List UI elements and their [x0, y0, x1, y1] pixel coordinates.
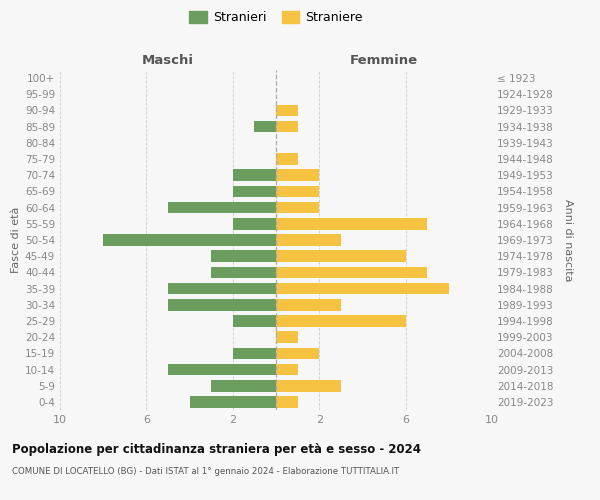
- Bar: [276, 396, 298, 407]
- Text: Popolazione per cittadinanza straniera per età e sesso - 2024: Popolazione per cittadinanza straniera p…: [12, 442, 421, 456]
- Bar: [233, 348, 276, 359]
- Bar: [254, 121, 276, 132]
- Bar: [276, 364, 298, 376]
- Bar: [233, 186, 276, 198]
- Bar: [276, 218, 427, 230]
- Bar: [168, 364, 276, 376]
- Bar: [211, 250, 276, 262]
- Bar: [233, 315, 276, 327]
- Bar: [276, 153, 298, 165]
- Bar: [276, 186, 319, 198]
- Y-axis label: Fasce di età: Fasce di età: [11, 207, 21, 273]
- Bar: [211, 266, 276, 278]
- Bar: [276, 234, 341, 246]
- Bar: [168, 282, 276, 294]
- Bar: [211, 380, 276, 392]
- Bar: [276, 332, 298, 343]
- Bar: [276, 121, 298, 132]
- Bar: [233, 218, 276, 230]
- Bar: [168, 299, 276, 310]
- Bar: [276, 299, 341, 310]
- Text: Femmine: Femmine: [350, 54, 418, 67]
- Text: COMUNE DI LOCATELLO (BG) - Dati ISTAT al 1° gennaio 2024 - Elaborazione TUTTITAL: COMUNE DI LOCATELLO (BG) - Dati ISTAT al…: [12, 468, 399, 476]
- Bar: [276, 170, 319, 181]
- Bar: [190, 396, 276, 407]
- Bar: [276, 266, 427, 278]
- Bar: [276, 250, 406, 262]
- Bar: [276, 202, 319, 213]
- Y-axis label: Anni di nascita: Anni di nascita: [563, 198, 573, 281]
- Bar: [103, 234, 276, 246]
- Bar: [276, 282, 449, 294]
- Bar: [168, 202, 276, 213]
- Legend: Stranieri, Straniere: Stranieri, Straniere: [189, 11, 363, 24]
- Bar: [276, 380, 341, 392]
- Bar: [233, 170, 276, 181]
- Text: Maschi: Maschi: [142, 54, 194, 67]
- Bar: [276, 104, 298, 117]
- Bar: [276, 348, 319, 359]
- Bar: [276, 315, 406, 327]
